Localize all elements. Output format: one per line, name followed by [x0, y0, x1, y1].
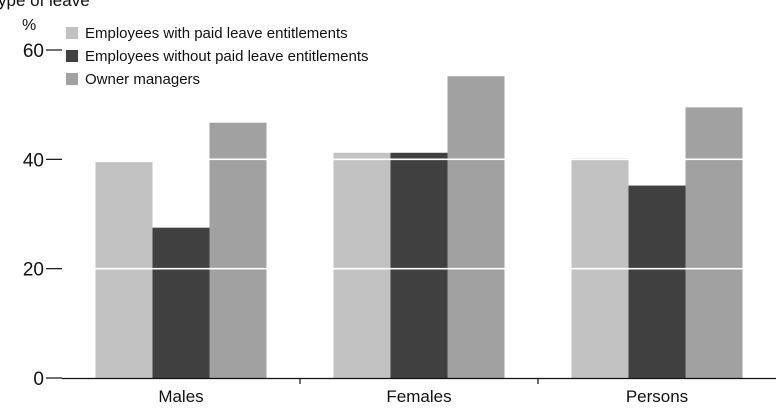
gridlines: [62, 158, 776, 270]
legend-swatch-2: [66, 50, 78, 62]
legend-swatch-3: [66, 73, 78, 85]
y-tick-label-20: 20: [23, 260, 44, 281]
x-category-label-males: Males: [158, 387, 203, 406]
bar-females-series-1: [333, 152, 391, 378]
bar-persons-series-3: [685, 107, 743, 379]
y-axis-unit-label: %: [22, 17, 36, 34]
bar-males-series-3: [209, 122, 267, 378]
bar-males-series-1: [95, 162, 153, 378]
bar-females-series-3: [447, 76, 505, 379]
chart-title: ype of leave: [0, 0, 90, 10]
legend-label-2: Employees without paid leave entitlement…: [85, 48, 369, 65]
x-category-label-females: Females: [386, 387, 451, 406]
bar-persons-series-2: [628, 185, 686, 378]
axes: 0 20 40 60 Males Females Persons: [23, 41, 776, 406]
legend-swatch-1: [66, 27, 78, 39]
legend-label-3: Owner managers: [85, 71, 200, 88]
y-tick-label-60: 60: [23, 41, 44, 62]
legend: Employees with paid leave entitlements Em…: [66, 25, 369, 88]
y-tick-label-0: 0: [33, 369, 44, 390]
bar-males-series-2: [152, 227, 210, 378]
bars-layer: [95, 76, 743, 379]
y-tick-label-40: 40: [23, 150, 44, 171]
x-category-label-persons: Persons: [626, 387, 688, 406]
bar-females-series-2: [390, 152, 448, 378]
legend-label-1: Employees with paid leave entitlements: [85, 25, 348, 42]
